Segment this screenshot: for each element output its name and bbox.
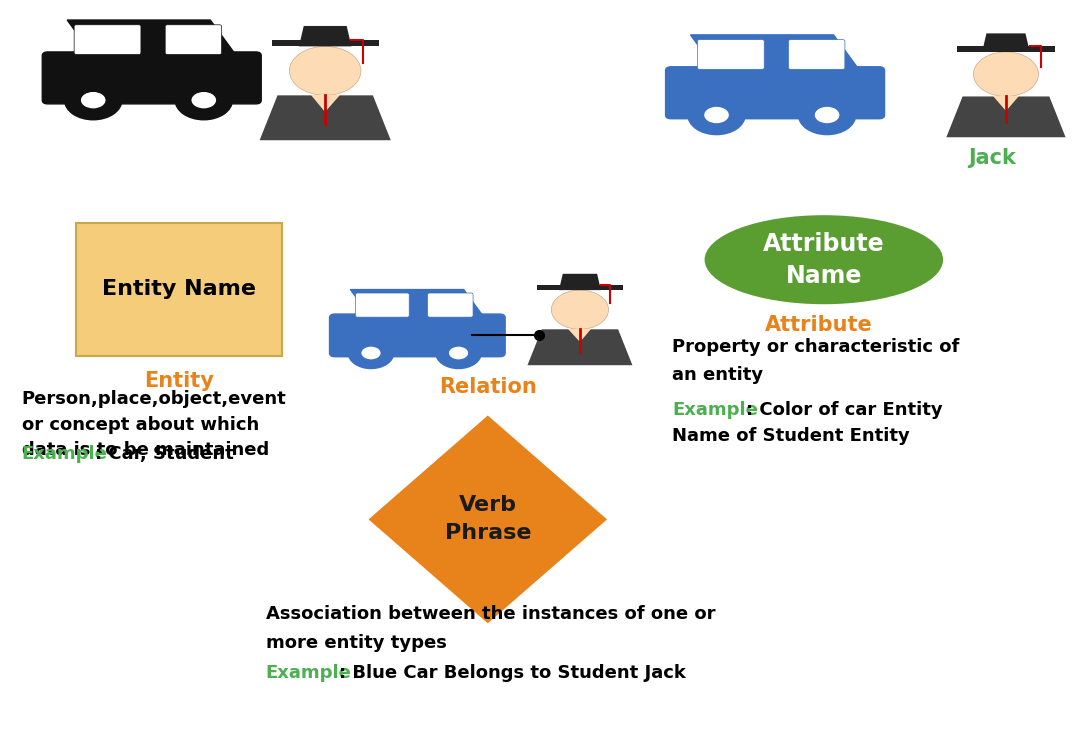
Polygon shape	[271, 40, 378, 47]
Circle shape	[191, 91, 217, 109]
Polygon shape	[982, 33, 1030, 52]
Circle shape	[552, 290, 608, 329]
Polygon shape	[537, 285, 623, 290]
FancyBboxPatch shape	[788, 39, 844, 69]
Text: Association between the instances of one or: Association between the instances of one…	[266, 605, 715, 623]
Polygon shape	[311, 96, 325, 111]
Text: : Blue Car Belongs to Student Jack: : Blue Car Belongs to Student Jack	[339, 664, 686, 682]
Text: Relation: Relation	[439, 377, 537, 397]
Polygon shape	[369, 416, 607, 623]
Text: Name of Student Entity: Name of Student Entity	[672, 427, 909, 444]
Polygon shape	[691, 35, 860, 70]
FancyBboxPatch shape	[356, 293, 410, 317]
Text: Entity: Entity	[144, 371, 214, 391]
FancyBboxPatch shape	[76, 223, 282, 356]
FancyBboxPatch shape	[666, 67, 885, 119]
Polygon shape	[559, 274, 601, 290]
Ellipse shape	[705, 215, 943, 304]
Text: : Car, Student: : Car, Student	[95, 445, 234, 463]
Text: more entity types: more entity types	[266, 634, 447, 652]
Polygon shape	[946, 96, 1066, 137]
Polygon shape	[299, 26, 351, 47]
Text: Example: Example	[266, 664, 351, 682]
Circle shape	[176, 81, 232, 119]
Text: Attribute
Name: Attribute Name	[763, 232, 885, 287]
Circle shape	[436, 338, 481, 369]
Circle shape	[704, 106, 730, 124]
Circle shape	[973, 52, 1038, 96]
Circle shape	[814, 106, 840, 124]
Polygon shape	[1006, 96, 1019, 111]
Text: data is to be maintained: data is to be maintained	[22, 441, 269, 459]
Text: Person,place,object,event: Person,place,object,event	[22, 390, 286, 407]
Circle shape	[688, 96, 745, 134]
Circle shape	[348, 338, 393, 369]
Circle shape	[289, 47, 361, 96]
Text: Entity Name: Entity Name	[102, 280, 256, 299]
FancyBboxPatch shape	[330, 314, 505, 357]
Polygon shape	[67, 20, 236, 56]
Polygon shape	[325, 96, 339, 111]
Polygon shape	[568, 329, 580, 342]
Polygon shape	[580, 329, 592, 342]
Text: an entity: an entity	[672, 366, 763, 384]
Text: or concept about which: or concept about which	[22, 416, 259, 433]
FancyBboxPatch shape	[42, 52, 261, 104]
FancyBboxPatch shape	[74, 24, 141, 54]
Circle shape	[65, 81, 121, 119]
Circle shape	[361, 346, 382, 360]
Text: Verb
Phrase: Verb Phrase	[444, 496, 531, 543]
Polygon shape	[350, 289, 485, 318]
Polygon shape	[993, 96, 1006, 111]
Circle shape	[80, 91, 106, 109]
Text: Example: Example	[22, 445, 107, 463]
Polygon shape	[528, 329, 632, 365]
FancyBboxPatch shape	[165, 24, 221, 54]
FancyBboxPatch shape	[697, 39, 764, 69]
Text: Jack: Jack	[968, 148, 1016, 168]
Circle shape	[799, 96, 855, 134]
Polygon shape	[260, 96, 390, 140]
FancyBboxPatch shape	[427, 293, 473, 317]
Text: Example: Example	[672, 401, 758, 418]
Polygon shape	[957, 46, 1055, 52]
Circle shape	[449, 346, 468, 360]
Text: Attribute: Attribute	[764, 315, 873, 335]
Text: Property or characteristic of: Property or characteristic of	[672, 338, 959, 355]
Text: : Color of car Entity: : Color of car Entity	[746, 401, 942, 418]
